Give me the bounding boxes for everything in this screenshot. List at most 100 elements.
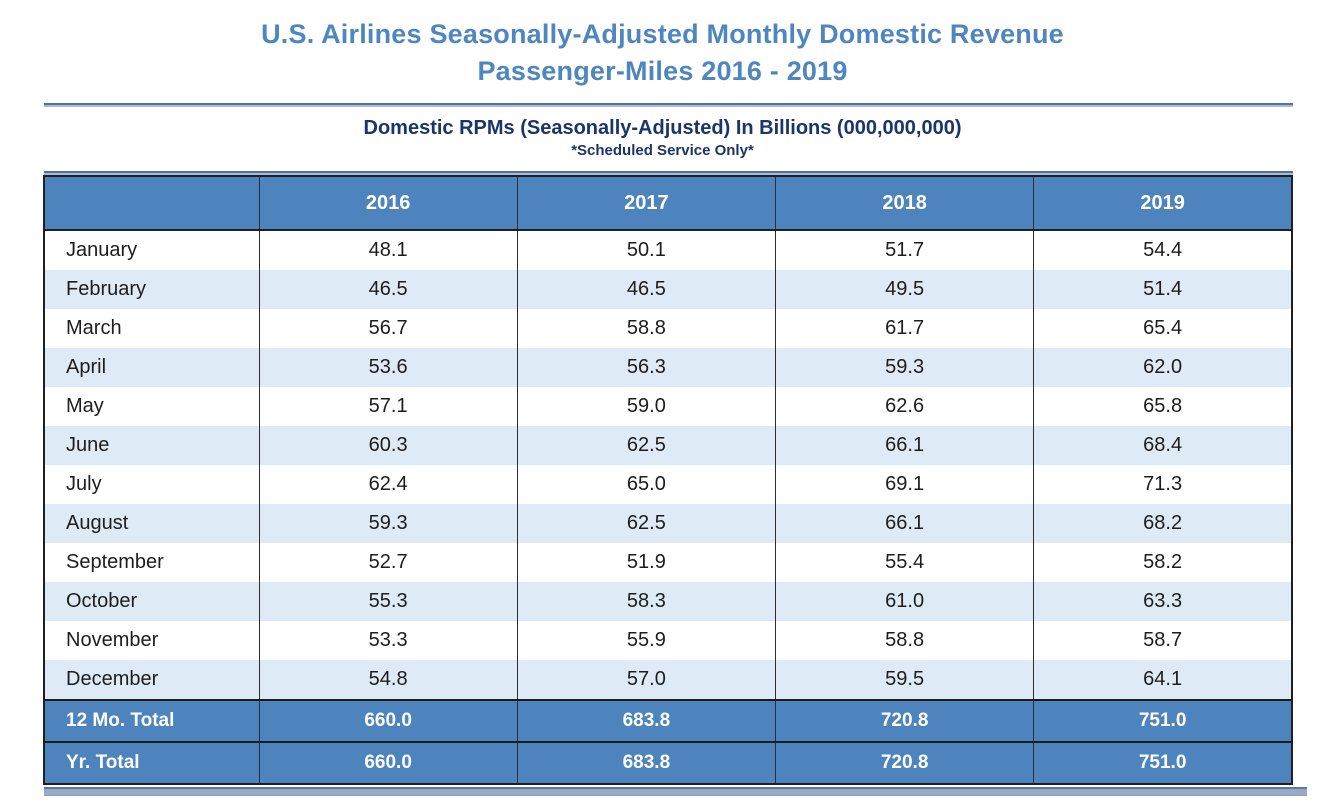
month-cell: October: [44, 582, 260, 621]
value-cell: 71.3: [1143, 473, 1183, 495]
value-cell: 62.0: [1033, 348, 1292, 387]
value-cell: 56.3: [517, 348, 777, 387]
value-cell: 63.3: [1033, 582, 1292, 621]
month-cell: March: [44, 309, 260, 348]
value-cell: 69.1: [775, 465, 1035, 504]
value-cell: 59.3: [775, 348, 1035, 387]
table-row: September 52.7 51.9 55.4 58.2: [44, 543, 1292, 582]
title-divider: [44, 103, 1293, 107]
value-cell: 59.5: [775, 660, 1035, 700]
value-cell: 62.4: [259, 465, 518, 504]
table-row: December 54.8 57.0 59.5 64.1: [44, 660, 1292, 700]
value-cell: 62.5: [517, 504, 777, 543]
value-cell: 46.5: [517, 270, 777, 309]
month-cell: February: [44, 270, 260, 309]
rpm-table-totals: 12 Mo. Total 660.0 683.8 720.8 751.0 Yr. Tota…: [44, 699, 1292, 784]
value-cell: 50.1: [517, 230, 777, 270]
value-cell: 66.1: [775, 426, 1035, 465]
total-value-cell: 660.0: [259, 741, 518, 784]
month-cell: May: [44, 387, 260, 426]
month-column-header: [44, 176, 260, 231]
total-value-cell: 751.0: [1033, 699, 1292, 742]
month-cell: November: [44, 621, 260, 660]
page-title-line2: Passenger-Miles 2016 - 2019: [477, 56, 848, 86]
year-column-header-2019: 2019: [1033, 176, 1292, 231]
total-value-cell: 683.8: [517, 741, 777, 784]
value-cell: 65.0: [517, 465, 777, 504]
total-label-cell: 12 Mo. Total: [44, 699, 260, 742]
page-title-line1: U.S. Airlines Seasonally-Adjusted Monthl…: [261, 19, 1064, 49]
total-row: Yr. Total 660.0 683.8 720.8 751.0: [44, 741, 1292, 784]
value-cell: 64.1: [1033, 660, 1292, 700]
value-cell: 52.7: [259, 543, 518, 582]
month-cell: July: [44, 465, 260, 504]
value-cell: 65.4: [1143, 317, 1183, 339]
bottom-strip: [44, 787, 1307, 796]
value-cell: 61.7: [775, 309, 1035, 348]
value-cell: 58.2: [1143, 551, 1183, 573]
month-cell: June: [44, 426, 260, 465]
month-cell: September: [44, 543, 260, 582]
value-cell: 58.8: [775, 621, 1035, 660]
value-cell: 51.7: [775, 230, 1035, 270]
value-cell: 61.0: [775, 582, 1035, 621]
value-cell: 55.9: [517, 621, 777, 660]
value-cell: 59.3: [259, 504, 518, 543]
year-column-header-2018: 2018: [775, 176, 1035, 231]
total-value-cell: 720.8: [775, 699, 1035, 742]
rpm-table-header: 2016 2017 2018 2019: [44, 176, 1292, 231]
value-cell: 53.6: [259, 348, 518, 387]
value-cell: 56.7: [259, 309, 518, 348]
page-title: U.S. Airlines Seasonally-Adjusted Monthl…: [0, 0, 1325, 90]
value-cell: 58.7: [1143, 629, 1183, 651]
year-column-header-2016: 2016: [259, 176, 518, 231]
value-cell: 55.3: [259, 582, 518, 621]
total-row: 12 Mo. Total 660.0 683.8 720.8 751.0: [44, 699, 1292, 742]
total-label-cell: Yr. Total: [44, 741, 260, 784]
year-column-header-2017: 2017: [517, 176, 777, 231]
table-row: February 46.5 46.5 49.5 51.4: [44, 270, 1292, 309]
month-cell: August: [44, 504, 260, 543]
table-row: January 48.1 50.1 51.7 54.4: [44, 230, 1292, 270]
value-cell: 55.4: [775, 543, 1035, 582]
value-cell: 53.3: [259, 621, 518, 660]
value-cell: 66.1: [775, 504, 1035, 543]
value-cell: 54.4: [1143, 239, 1183, 261]
value-cell: 57.0: [517, 660, 777, 700]
table-row: July 62.4 65.0 69.1 71.3: [44, 465, 1292, 504]
value-cell: 60.3: [259, 426, 518, 465]
table-row: March 56.7 58.8 61.7 65.4: [44, 309, 1292, 348]
value-cell: 59.0: [517, 387, 777, 426]
table-row: November 53.3 55.9 58.8 58.7: [44, 621, 1292, 660]
value-cell: 68.2: [1033, 504, 1292, 543]
table-row: October 55.3 58.3 61.0 63.3: [44, 582, 1292, 621]
table-row: June 60.3 62.5 66.1 68.4: [44, 426, 1292, 465]
value-cell: 58.8: [517, 309, 777, 348]
month-cell: January: [44, 230, 260, 270]
table-top-divider: [44, 171, 1293, 175]
rpm-table-body: January 48.1 50.1 51.7 54.4 February 46.5 46.5 4…: [44, 230, 1292, 700]
scheduled-service-note: *Scheduled Service Only*: [571, 142, 754, 159]
table-subtitle: Domestic RPMs (Seasonally-Adjusted) In B…: [363, 117, 962, 139]
total-value-cell: 683.8: [517, 699, 777, 742]
total-value-cell: 751.0: [1033, 741, 1292, 784]
value-cell: 62.6: [775, 387, 1035, 426]
value-cell: 54.8: [259, 660, 518, 700]
table-row: August 59.3 62.5 66.1 68.2: [44, 504, 1292, 543]
value-cell: 57.1: [259, 387, 518, 426]
value-cell: 65.8: [1143, 395, 1183, 417]
value-cell: 68.4: [1033, 426, 1292, 465]
value-cell: 49.5: [775, 270, 1035, 309]
value-cell: 51.9: [517, 543, 777, 582]
value-cell: 58.3: [517, 582, 777, 621]
total-value-cell: 720.8: [775, 741, 1035, 784]
total-value-cell: 660.0: [259, 699, 518, 742]
value-cell: 51.4: [1033, 270, 1292, 309]
month-cell: April: [44, 348, 260, 387]
value-cell: 46.5: [259, 270, 518, 309]
month-cell: December: [44, 660, 260, 700]
rpm-table: 2016 2017 2018 2019 January 48.1 50.1 51.7 54.4…: [43, 175, 1293, 785]
value-cell: 62.5: [517, 426, 777, 465]
value-cell: 48.1: [259, 230, 518, 270]
